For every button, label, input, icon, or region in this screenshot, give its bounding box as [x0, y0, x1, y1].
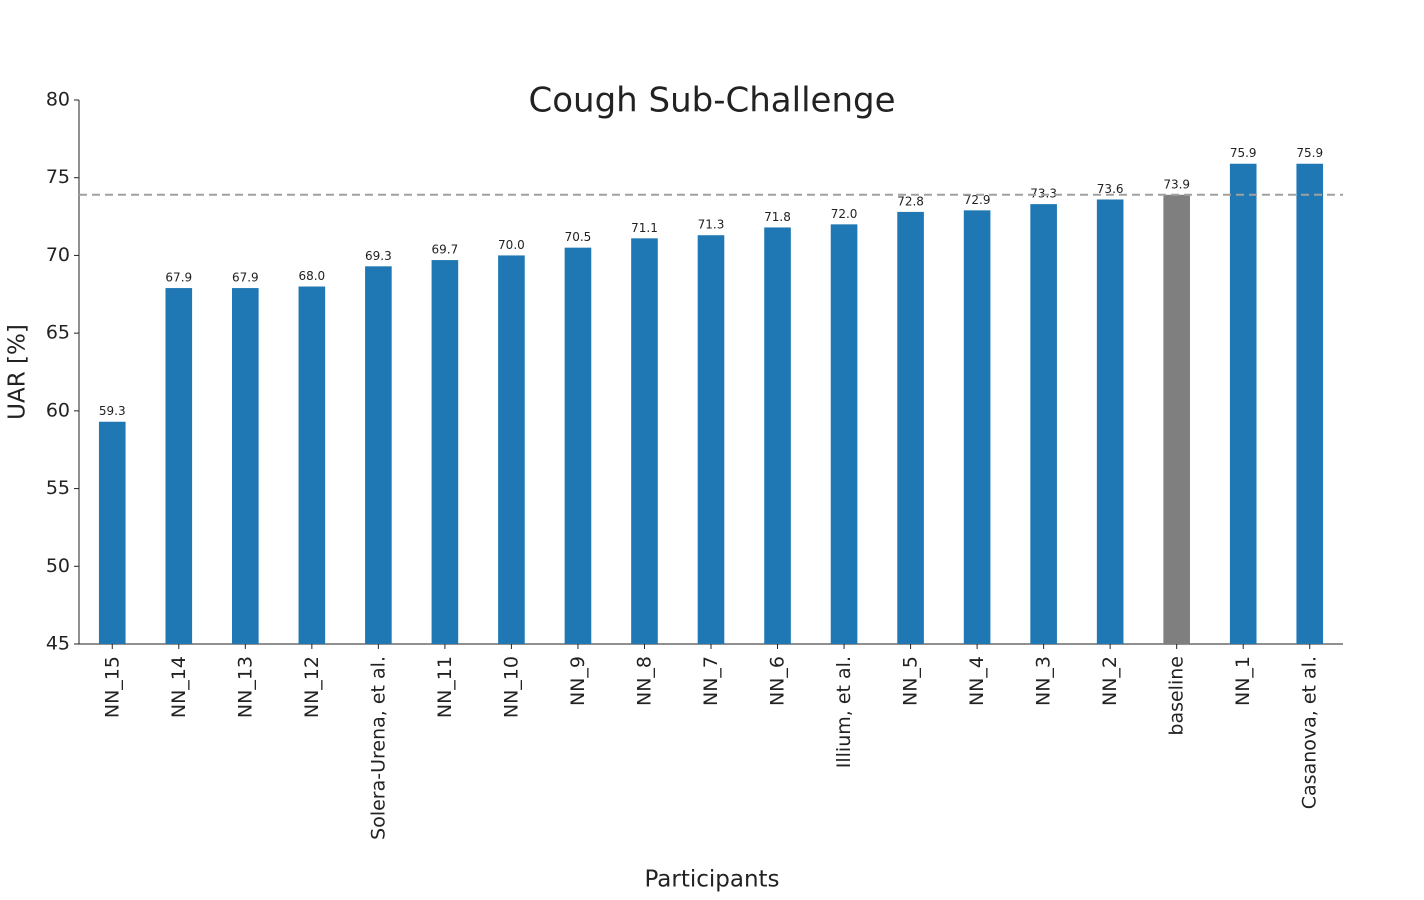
x-tick-label: NN_3	[1033, 656, 1055, 706]
value-label: 67.9	[165, 271, 192, 285]
value-label: 71.8	[764, 210, 791, 224]
x-tick-label: NN_15	[101, 656, 123, 718]
value-label: 71.1	[631, 221, 658, 235]
bar	[1096, 199, 1124, 644]
x-tick-label: NN_14	[168, 656, 190, 718]
x-tick-label: Illium, et al.	[833, 656, 855, 768]
value-label: 69.7	[432, 243, 459, 257]
x-tick-label: Solera-Urena, et al.	[367, 656, 389, 840]
value-label: 72.8	[897, 194, 924, 208]
x-tick-label: NN_5	[900, 656, 922, 706]
value-label: 72.0	[831, 207, 858, 221]
bar	[98, 421, 126, 644]
value-label: 71.3	[698, 218, 725, 232]
value-label: 75.9	[1230, 146, 1257, 160]
bar	[165, 288, 193, 644]
y-tick-label: 70	[46, 244, 70, 266]
bar	[498, 255, 525, 644]
value-label: 73.3	[1030, 187, 1057, 201]
x-tick-label: NN_2	[1099, 656, 1121, 706]
value-label: 69.3	[365, 249, 392, 263]
x-tick-label: NN_8	[633, 656, 655, 706]
x-tick-label: NN_13	[234, 656, 256, 718]
bar	[631, 238, 658, 644]
bar	[697, 235, 725, 645]
bar	[1296, 163, 1324, 644]
x-tick-label: baseline	[1166, 656, 1188, 736]
value-label: 70.0	[498, 238, 525, 252]
x-tick-label: Casanova, et al.	[1299, 656, 1321, 809]
value-label: 73.6	[1097, 182, 1124, 196]
bar	[232, 288, 259, 644]
bar	[963, 210, 991, 644]
value-label: 70.5	[565, 230, 592, 244]
bar	[1163, 194, 1190, 644]
bar	[564, 247, 592, 644]
x-tick-label: NN_4	[966, 656, 988, 706]
y-tick-label: 55	[46, 477, 70, 499]
y-axis-title: UAR [%]	[5, 324, 31, 420]
y-tick-label: 60	[46, 399, 70, 421]
bar	[1229, 163, 1257, 644]
y-tick-label: 80	[46, 89, 70, 111]
bar	[298, 286, 326, 644]
value-label: 72.9	[964, 193, 991, 207]
x-tick-label: NN_11	[434, 656, 456, 718]
x-tick-label: NN_6	[767, 656, 789, 706]
y-tick-label: 45	[46, 633, 70, 655]
x-tick-label: NN_1	[1232, 656, 1254, 706]
value-label: 59.3	[99, 404, 126, 418]
x-axis-title: Participants	[644, 867, 779, 893]
value-label: 67.9	[232, 271, 259, 285]
x-tick-label: NN_12	[301, 656, 323, 718]
chart-title: Cough Sub-Challenge	[529, 81, 896, 121]
bar	[830, 224, 858, 645]
y-tick-label: 50	[46, 555, 70, 577]
x-tick-label: NN_10	[500, 656, 522, 718]
bar	[1030, 204, 1057, 644]
bar	[764, 227, 791, 645]
value-label: 73.9	[1163, 177, 1190, 191]
bar	[365, 266, 392, 644]
x-tick-label: NN_7	[700, 656, 722, 706]
x-tick-label: NN_9	[567, 656, 589, 706]
value-label: 75.9	[1296, 146, 1323, 160]
value-label: 68.0	[298, 269, 325, 283]
bar	[431, 260, 459, 644]
y-tick-label: 65	[46, 322, 70, 344]
y-tick-label: 75	[46, 166, 70, 188]
bar	[897, 211, 924, 644]
